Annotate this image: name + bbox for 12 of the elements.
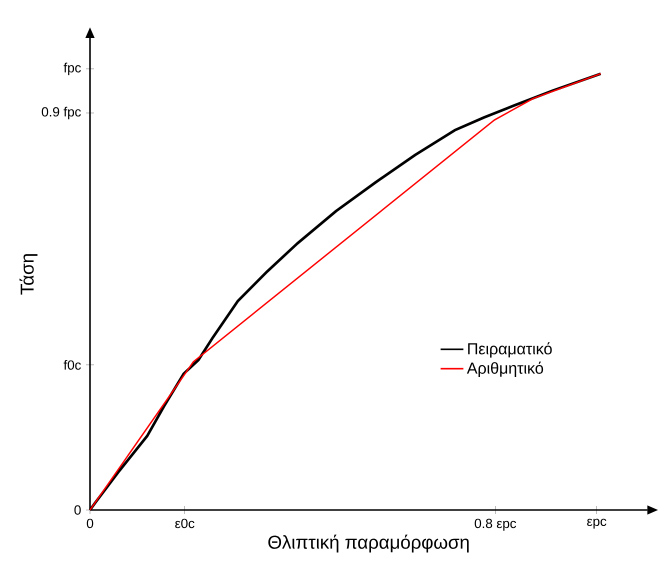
- x-tick-label: ε0c: [175, 518, 194, 528]
- y-tick-label: 0.9 fpc: [42, 106, 81, 120]
- legend-label: Πειραματικό: [468, 342, 552, 358]
- x-tick-label: 0.8 εpc: [474, 518, 516, 531]
- x-axis-title: Θλιπτική παραμόρφωση: [268, 534, 469, 553]
- y-tick-label: f0c: [64, 360, 81, 370]
- legend-label: Αριθμητικό: [466, 362, 544, 377]
- y-tick-label: 0: [74, 505, 81, 515]
- y-tick-label: fpc: [64, 62, 81, 76]
- x-tick-label: εpc: [587, 518, 606, 529]
- y-axis-title: Τάση: [20, 254, 38, 295]
- x-tick-label: 0: [86, 518, 94, 528]
